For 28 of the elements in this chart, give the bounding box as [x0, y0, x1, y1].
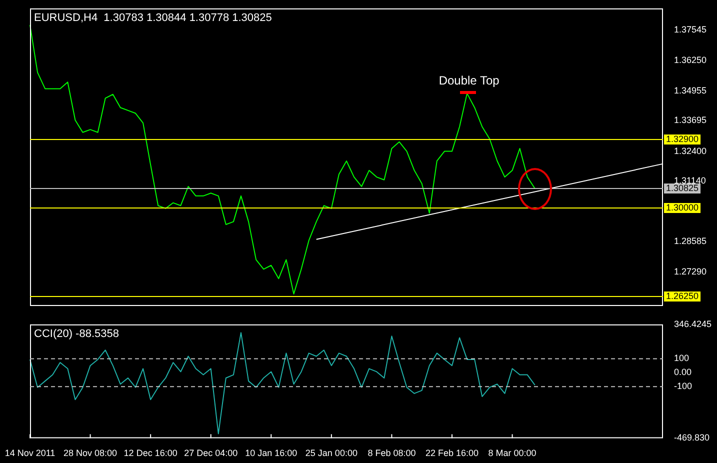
x-tick-label: 8 Mar 00:00: [488, 448, 536, 458]
y-tick-label: 1.36250: [674, 54, 707, 65]
x-tick-label: 12 Dec 16:00: [124, 448, 178, 458]
x-tick-label: 28 Nov 08:00: [64, 448, 118, 458]
y-tick-label: 1.28585: [674, 236, 707, 246]
y-tick-label: 1.32400: [674, 146, 707, 156]
y-tick-label: 1.37545: [674, 24, 707, 34]
ref-line-label: 1.32900: [666, 134, 699, 144]
y-tick-label: 100: [674, 353, 690, 364]
y-tick-label: -469.830: [674, 432, 710, 443]
x-tick-label: 27 Dec 04:00: [184, 448, 238, 458]
y-tick-label: 0.00: [674, 367, 692, 378]
y-tick-label: 1.33695: [674, 115, 707, 126]
x-tick-label: 25 Jan 00:00: [305, 448, 358, 458]
chart-title: EURUSD,H4 1.30783 1.30844 1.30778 1.30825: [34, 12, 272, 24]
y-tick-label: 1.34955: [674, 85, 707, 96]
y-tick-label: 346.4245: [674, 318, 712, 329]
x-tick-label: 8 Feb 08:00: [368, 448, 416, 458]
ref-line-label: 1.30000: [666, 202, 699, 212]
y-tick-label: 1.27290: [674, 266, 707, 276]
x-tick-label: 22 Feb 16:00: [425, 448, 479, 458]
ref-line-label: 1.30825: [666, 182, 699, 193]
chart-title: CCI(20) -88.5358: [34, 328, 119, 340]
y-tick-label: -100: [674, 381, 692, 392]
annotation: Double Top: [438, 74, 500, 88]
ref-line-label: 1.26250: [666, 291, 699, 302]
x-tick-label: 10 Jan 16:00: [245, 448, 298, 458]
x-tick-label: 14 Nov 2011: [4, 448, 56, 458]
